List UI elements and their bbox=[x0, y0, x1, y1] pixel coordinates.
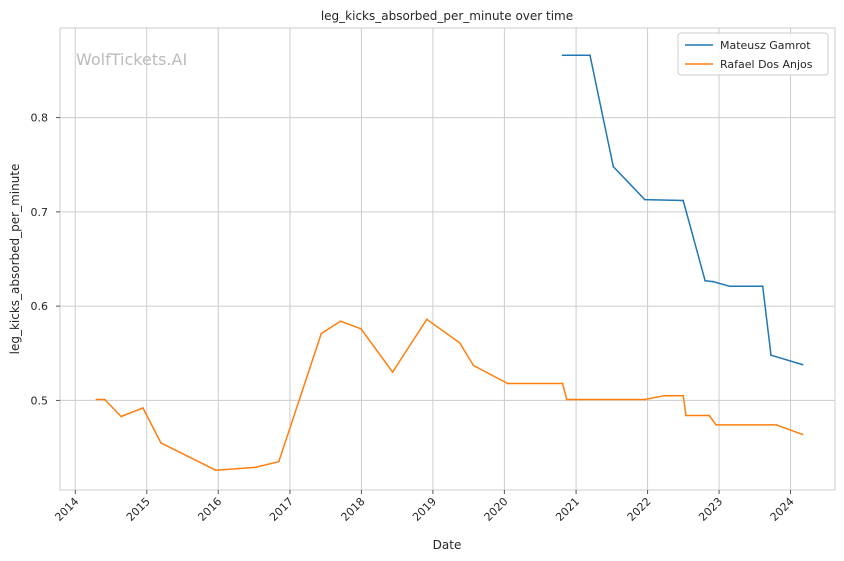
data-point-mateusz-gamrot bbox=[704, 279, 706, 282]
data-point-rafael-dos-anjos bbox=[506, 382, 509, 385]
data-point-rafael-dos-anjos bbox=[565, 398, 568, 401]
series-rafael-dos-anjos bbox=[95, 318, 804, 472]
legend-label-rafael-dos-anjos: Rafael Dos Anjos bbox=[720, 58, 813, 71]
plot-area-frame bbox=[59, 27, 836, 491]
legend-label-mateusz-gamrot: Mateusz Gamrot bbox=[720, 39, 811, 52]
data-point-rafael-dos-anjos bbox=[103, 398, 106, 401]
data-point-rafael-dos-anjos bbox=[682, 394, 685, 397]
legend: Mateusz Gamrot Rafael Dos Anjos bbox=[677, 32, 829, 76]
data-point-rafael-dos-anjos bbox=[339, 320, 342, 323]
data-point-rafael-dos-anjos bbox=[458, 342, 461, 344]
data-point-rafael-dos-anjos bbox=[391, 371, 394, 373]
series-lines bbox=[95, 54, 804, 472]
data-point-rafael-dos-anjos bbox=[320, 332, 323, 335]
data-point-mateusz-gamrot bbox=[561, 54, 564, 57]
data-point-rafael-dos-anjos bbox=[715, 424, 717, 426]
data-point-mateusz-gamrot bbox=[612, 165, 615, 168]
x-axis-label: Date bbox=[433, 538, 462, 552]
y-axis-label: leg_kicks_absorbed_per_minute bbox=[8, 164, 22, 355]
legend-box bbox=[677, 32, 829, 76]
y-tick-label: 0.6 bbox=[31, 300, 49, 313]
data-point-rafael-dos-anjos bbox=[685, 414, 687, 417]
data-point-mateusz-gamrot bbox=[801, 363, 804, 366]
data-point-rafael-dos-anjos bbox=[95, 398, 98, 401]
y-tick-label: 0.8 bbox=[31, 112, 49, 125]
data-point-rafael-dos-anjos bbox=[472, 364, 475, 367]
y-axis-ticks: 0.5 0.6 0.7 0.8 bbox=[31, 112, 60, 407]
chart-title: leg_kicks_absorbed_per_minute over time bbox=[321, 9, 573, 23]
grid bbox=[60, 28, 835, 490]
data-point-rafael-dos-anjos bbox=[643, 398, 646, 401]
data-point-rafael-dos-anjos bbox=[254, 466, 256, 469]
data-point-rafael-dos-anjos bbox=[663, 394, 665, 397]
data-point-mateusz-gamrot bbox=[728, 285, 731, 288]
watermark: WolfTickets.AI bbox=[76, 50, 187, 69]
y-tick-label: 0.5 bbox=[31, 394, 49, 407]
data-point-rafael-dos-anjos bbox=[160, 442, 162, 444]
data-point-rafael-dos-anjos bbox=[775, 424, 778, 426]
data-point-rafael-dos-anjos bbox=[425, 318, 428, 321]
data-point-rafael-dos-anjos bbox=[360, 327, 362, 330]
data-point-rafael-dos-anjos bbox=[142, 407, 144, 409]
data-point-mateusz-gamrot bbox=[761, 285, 764, 288]
data-point-rafael-dos-anjos bbox=[801, 433, 804, 436]
data-point-rafael-dos-anjos bbox=[561, 382, 564, 385]
series-mateusz-gamrot bbox=[561, 54, 804, 366]
y-tick-label: 0.7 bbox=[31, 206, 49, 219]
series-line-rafael-dos-anjos bbox=[96, 318, 803, 471]
data-point-mateusz-gamrot bbox=[682, 199, 685, 202]
data-point-mateusz-gamrot bbox=[712, 280, 714, 283]
data-point-mateusz-gamrot bbox=[589, 54, 591, 57]
data-point-mateusz-gamrot bbox=[770, 354, 772, 357]
data-point-rafael-dos-anjos bbox=[120, 415, 122, 418]
data-point-rafael-dos-anjos bbox=[708, 414, 711, 417]
data-point-mateusz-gamrot bbox=[643, 198, 646, 201]
data-point-rafael-dos-anjos bbox=[214, 469, 217, 472]
data-point-rafael-dos-anjos bbox=[277, 460, 280, 463]
